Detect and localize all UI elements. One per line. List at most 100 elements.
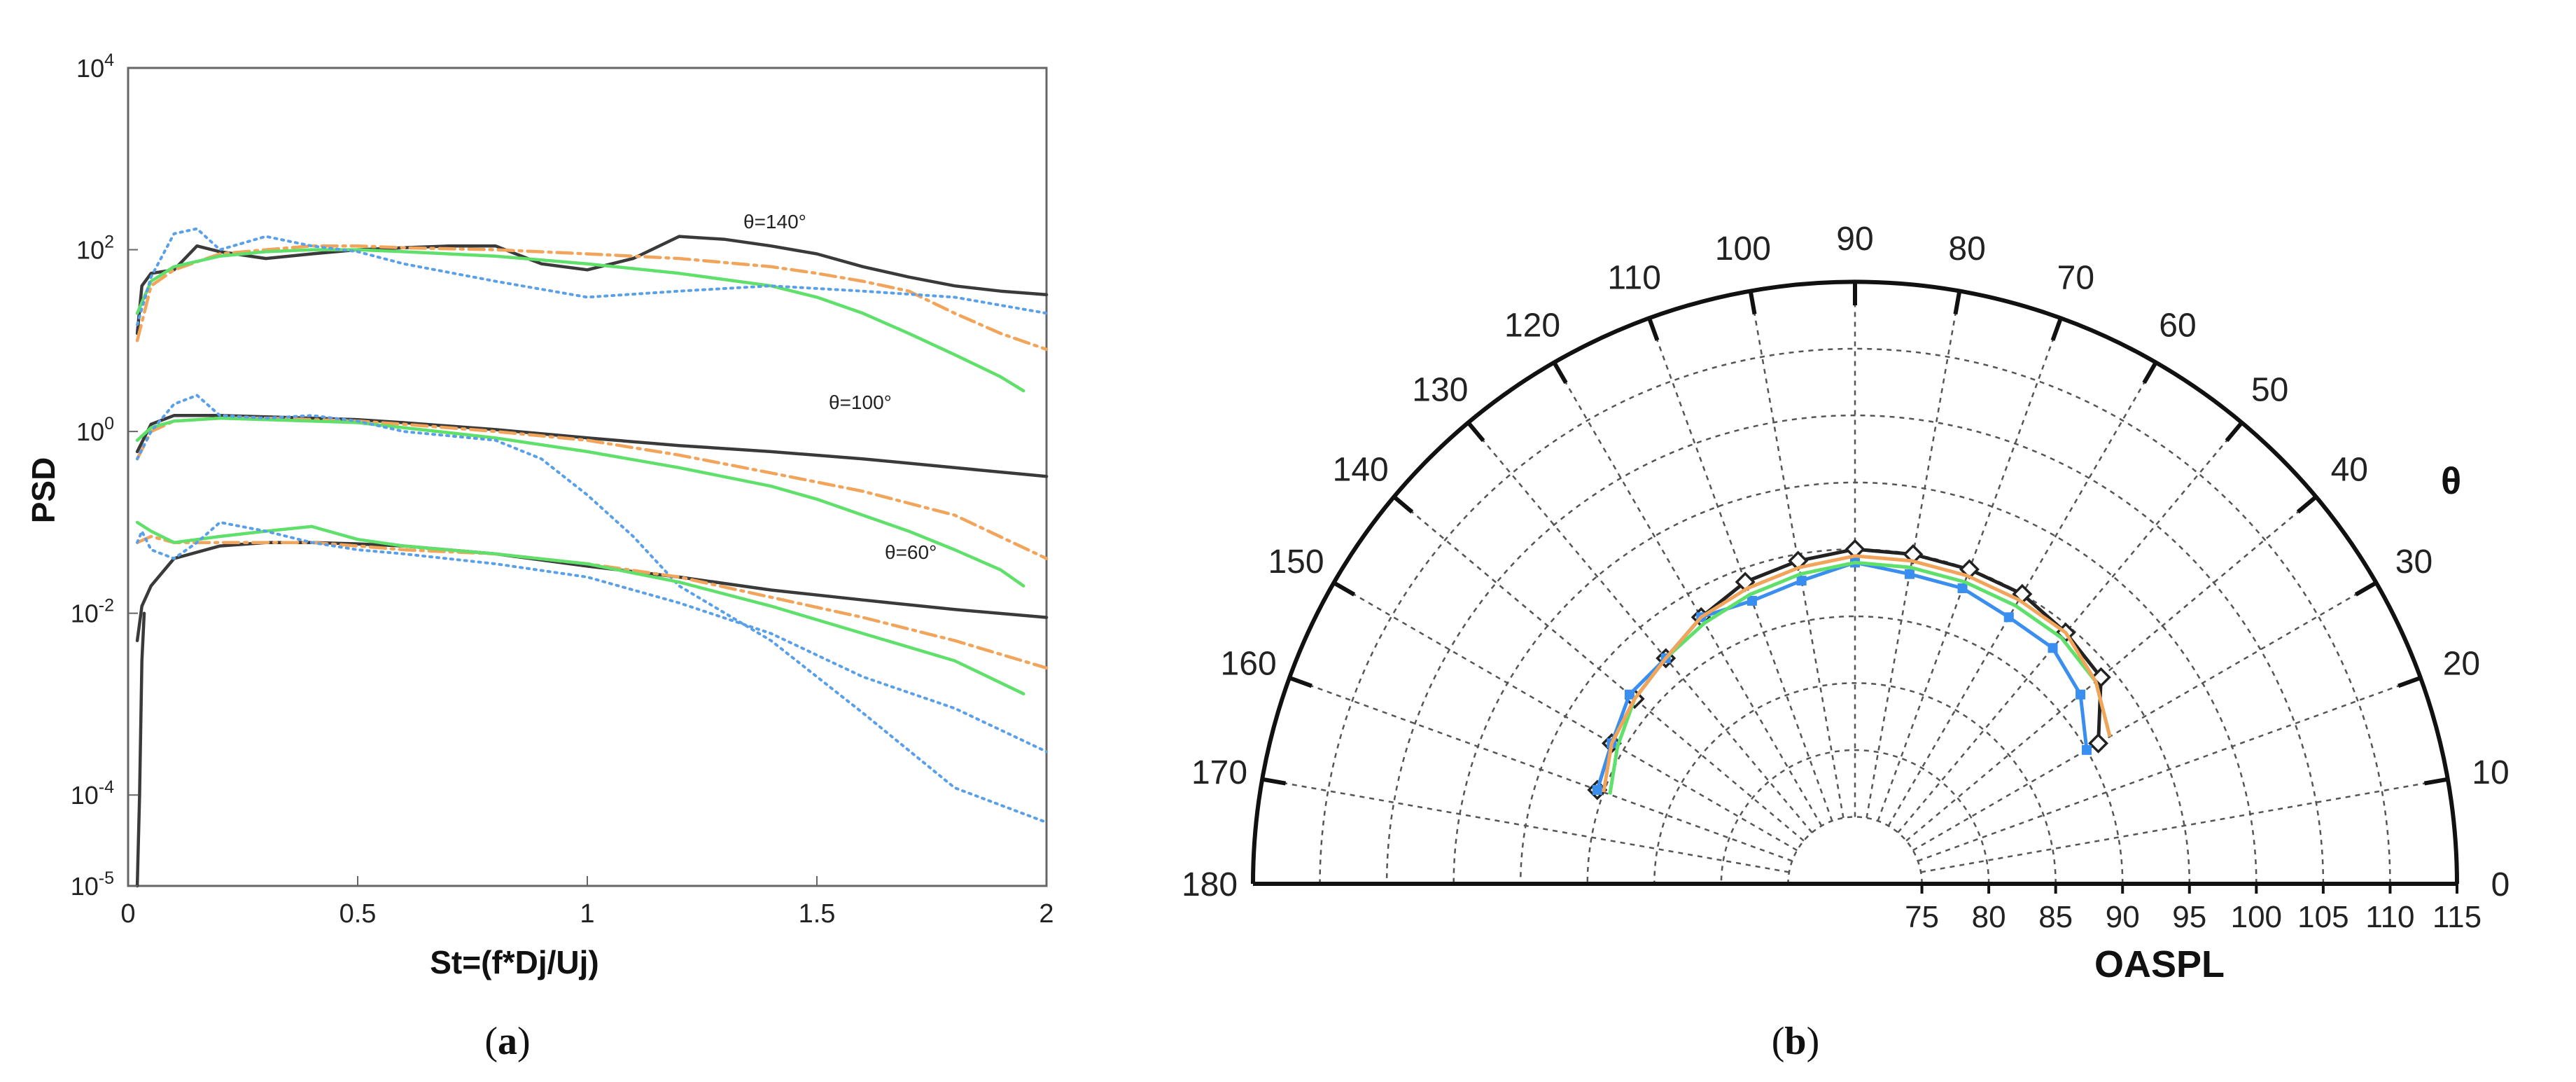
psd-y-tick-label: 104: [76, 50, 114, 83]
polar-r-tick-label: 95: [2172, 900, 2206, 934]
polar-point-square: [1592, 785, 1602, 796]
polar-theta-tick: [1647, 317, 1660, 341]
polar-series-orange: [1602, 554, 2112, 793]
polar-theta-label-50: 50: [2251, 372, 2288, 409]
polar-r-tick-label: 75: [1905, 900, 1939, 934]
polar-theta-tick: [1748, 290, 1757, 315]
polar-point-square: [1796, 576, 1807, 586]
polar-theta-tick: [2225, 421, 2244, 443]
polar-series-black-open-diamonds: [1595, 547, 2103, 791]
polar-grid-spoke: [1333, 581, 1798, 852]
polar-grid-ring: [1385, 414, 2325, 885]
polar-theta-label-20: 20: [2443, 646, 2480, 683]
polar-grid-spoke: [1648, 317, 1833, 821]
polar-r-axis-label: OASPL: [2094, 943, 2225, 985]
polar-grid-spoke: [1467, 422, 1813, 833]
polar-theta-label-120: 120: [1504, 307, 1560, 345]
polar-grid-ring: [1586, 616, 2124, 885]
caption-b: (b): [1772, 1020, 1819, 1063]
polar-theta-label-30: 30: [2395, 543, 2432, 581]
psd-y-tick-label: 10-5: [71, 868, 114, 901]
polar-theta-label-100: 100: [1715, 230, 1771, 268]
polar-series-green: [1608, 560, 2112, 795]
polar-theta-tick: [2423, 777, 2449, 786]
psd-y-tick-label: 102: [76, 233, 114, 265]
polar-point-square: [2076, 689, 2086, 700]
psd-x-tick-label: 0: [120, 899, 135, 929]
polar-point-diamond: [2088, 733, 2109, 754]
psd-x-axis-label: St=(f*Dj/Uj): [430, 944, 599, 980]
polar-theta-label-110: 110: [1607, 260, 1661, 297]
polar-theta-label-130: 130: [1412, 372, 1468, 409]
psd-x-tick-label: 2: [1039, 899, 1054, 929]
psd-plot-frame: [127, 67, 1048, 887]
psd-series-140-blue-dotted: [136, 227, 1048, 326]
polar-point-square: [1957, 583, 1968, 593]
polar-grid-ring: [1720, 749, 1990, 885]
polar-grid-spoke: [1912, 581, 2377, 852]
psd-series-60-blue-dotted: [136, 520, 1048, 754]
psd-series-60-orange: [135, 534, 1049, 670]
polar-theta-label-0: 0: [2491, 866, 2510, 903]
psd-x-tick-label: 1: [580, 899, 594, 929]
polar-theta-label-140: 140: [1333, 451, 1389, 488]
polar-point-square: [1904, 569, 1914, 579]
polar-point-square: [2047, 643, 2058, 653]
polar-theta-tick: [2142, 361, 2158, 384]
polar-point-square: [1624, 689, 1634, 700]
psd-annotation-100: θ=100°: [829, 391, 892, 413]
psd-series-60-black: [135, 541, 1049, 642]
polar-theta-tick: [1552, 361, 1568, 384]
polar-theta-label-80: 80: [1948, 230, 1985, 268]
psd-series-60-green: [135, 520, 1026, 695]
polar-r-tick-label: 100: [2231, 900, 2282, 934]
polar-theta-tick: [1392, 494, 1414, 514]
polar-point-square: [2003, 612, 2014, 623]
polar-theta-tick: [2050, 317, 2063, 341]
polar-theta-label-180: 180: [1182, 866, 1238, 903]
polar-theta-tick: [1261, 777, 1287, 786]
polar-grid-spoke: [1920, 778, 2449, 873]
psd-series-100-green: [135, 416, 1026, 588]
polar-theta-tick: [1953, 290, 1962, 315]
psd-x-tick-label: 0.5: [340, 899, 377, 929]
polar-grid-spoke: [1917, 677, 2421, 862]
polar-theta-tick: [2296, 494, 2318, 514]
polar-grid-spoke: [1553, 361, 1823, 826]
polar-theta-tick: [1332, 581, 1356, 597]
polar-point-square: [1746, 595, 1757, 606]
polar-theta-label-40: 40: [2331, 451, 2368, 488]
caption-a: (a): [484, 1020, 530, 1063]
psd-x-tick-label: 1.5: [799, 899, 836, 929]
polar-grid-spoke: [1393, 496, 1805, 842]
polar-series-blue-squares: [1595, 560, 2089, 791]
polar-theta-tick: [1288, 676, 1312, 688]
psd-annotation-140: θ=140°: [743, 211, 806, 233]
polar-theta-label-70: 70: [2057, 260, 2094, 297]
psd-y-axis-label: PSD: [25, 457, 62, 524]
polar-theta-label-90: 90: [1836, 221, 1873, 258]
polar-grid-spoke: [1905, 496, 2317, 842]
polar-grid-spoke: [1289, 677, 1793, 862]
polar-grid-ring: [1653, 682, 2057, 885]
polar-theta-label-10: 10: [2472, 754, 2509, 791]
polar-r-tick-label: 110: [2365, 900, 2414, 934]
polar-theta-tick: [2398, 676, 2422, 688]
psd-y-tick-label: 10-2: [71, 596, 114, 628]
polar-theta-label-160: 160: [1221, 646, 1277, 683]
psd-y-tick-label: 100: [76, 414, 114, 446]
psd-series-100-black: [135, 414, 1049, 478]
polar-r-tick-label: 85: [2038, 900, 2073, 934]
psd-series-140-green: [135, 248, 1026, 393]
polar-theta-label: θ: [2441, 460, 2461, 502]
polar-point-square: [2082, 744, 2092, 755]
polar-grid-ring: [1519, 548, 2191, 885]
psd-y-tick-label: 10-4: [71, 777, 114, 810]
polar-theta-label-150: 150: [1268, 543, 1324, 581]
psd-series-140-black: [135, 235, 1049, 335]
psd-series-100-blue-dotted: [136, 394, 1048, 824]
polar-theta-label-60: 60: [2159, 307, 2196, 345]
polar-r-tick-label: 105: [2297, 900, 2348, 934]
polar-grid-ring: [1787, 816, 1923, 885]
